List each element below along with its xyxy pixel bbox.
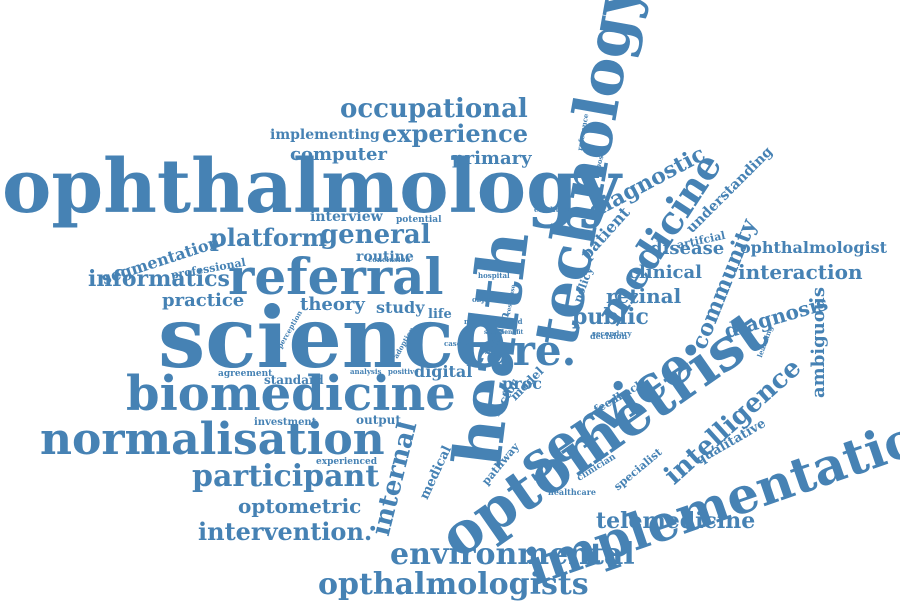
word-agreement: agreement: [218, 369, 273, 379]
word-participant: participant: [192, 459, 380, 494]
word-more: more: [464, 317, 485, 326]
word-environmental: environmental: [390, 537, 635, 572]
word-hospital: hospital: [478, 271, 510, 280]
word-opthalmologists: opthalmologists: [318, 567, 589, 602]
word-benefit: benefit: [500, 329, 524, 336]
word-secondary: secondary: [592, 329, 632, 338]
word-care: care.: [460, 326, 577, 375]
word-condition: condition: [534, 205, 572, 214]
word-primary: primary: [452, 148, 532, 169]
word-interaction: interaction: [738, 260, 863, 284]
word-telemedicine: telemedicine: [596, 508, 756, 534]
word-medical: medical: [417, 443, 455, 502]
word-biomedicine: biomedicine: [126, 366, 456, 422]
word-proc: proc: [502, 374, 543, 393]
word-decision: decision: [590, 331, 628, 341]
word-case: case: [444, 339, 462, 348]
word-science: science: [158, 288, 508, 387]
word-practice: practice: [162, 290, 245, 311]
word-study: study: [376, 298, 425, 317]
word-face: face: [470, 341, 484, 348]
word-experience: experience: [382, 119, 528, 148]
word-digital: digital: [414, 362, 473, 381]
word-theory: theory: [300, 294, 365, 315]
word-investment: investment: [254, 417, 317, 428]
word-life: life: [428, 307, 452, 322]
word-platform: platform: [210, 223, 327, 252]
word-clinical: clinical: [628, 262, 703, 283]
word-informatics: informatics: [88, 266, 230, 292]
word-potential: potential: [396, 215, 442, 225]
word-computer: computer: [290, 144, 387, 165]
word-ophthalmologist: ophthalmologist: [740, 238, 887, 257]
word-positive: positive: [388, 367, 419, 376]
word-involved: involved: [490, 317, 523, 326]
word-retinal: retinal: [606, 284, 682, 308]
word-implementing: implementing: [270, 127, 380, 143]
word-disease: disease: [650, 238, 725, 259]
word-occupational: occupational: [340, 94, 528, 124]
word-normalisation: normalisation: [40, 414, 385, 465]
word-general: general: [320, 220, 431, 250]
word-interview: interview: [310, 209, 383, 225]
word-experienced: experienced: [316, 457, 378, 467]
word-optometric: optometric: [238, 494, 362, 518]
word-referral: referral: [228, 247, 444, 306]
word-healthcare: healthcare: [548, 487, 596, 497]
word-conclusion: conclusion: [368, 255, 411, 264]
word-public: public: [572, 304, 649, 330]
word-routine: routine: [356, 249, 414, 265]
word-objective: objective: [472, 295, 508, 304]
word-standard: standard: [264, 373, 324, 387]
word-output: output: [356, 413, 401, 427]
word-ophthalmology: ophthalmology: [2, 144, 621, 230]
word-sample: sample: [484, 329, 508, 336]
word-intervention: intervention.: [198, 517, 373, 546]
word-analysis: analysis: [350, 367, 382, 376]
word-ambiguous: ambiguous: [808, 286, 829, 398]
